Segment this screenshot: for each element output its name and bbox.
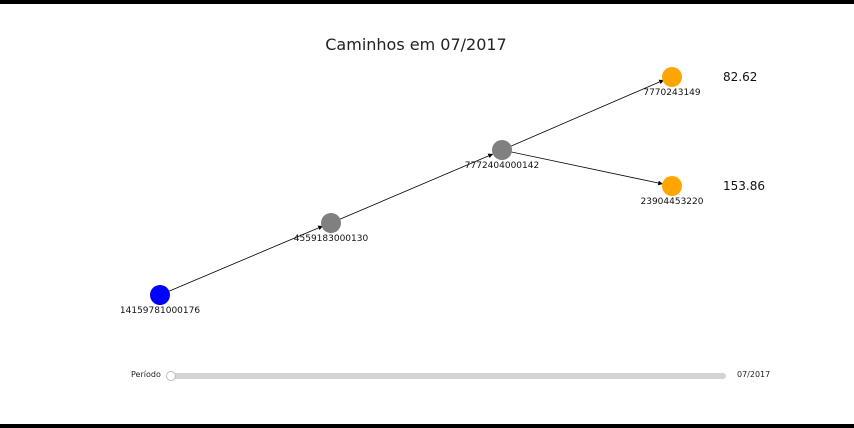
node-label-7770243149: 7770243149 — [643, 88, 701, 98]
node-label-23904453220: 23904453220 — [641, 197, 704, 207]
diagram-title: Caminhos em 07/2017 — [325, 35, 507, 54]
node-14159781000176 — [150, 285, 170, 305]
node-4559183000130 — [321, 213, 341, 233]
node-7770243149 — [662, 67, 682, 87]
edge-4559183000130-to-7772404000142 — [330, 153, 494, 224]
node-23904453220 — [662, 176, 682, 196]
top-border — [0, 0, 854, 4]
node-7772404000142 — [492, 140, 512, 160]
node-value-23904453220: 153.86 — [723, 179, 765, 193]
period-slider-value: 07/2017 — [737, 370, 771, 379]
edge-7772404000142-to-7770243149 — [501, 79, 665, 151]
period-slider-label: Período — [131, 370, 161, 379]
node-label-4559183000130: 4559183000130 — [294, 234, 369, 244]
node-label-14159781000176: 14159781000176 — [120, 306, 200, 316]
period-slider-handle[interactable] — [166, 371, 176, 381]
node-value-7770243149: 82.62 — [723, 70, 757, 84]
edge-14159781000176-to-4559183000130 — [159, 225, 324, 296]
bottom-border — [0, 424, 854, 428]
edge-7772404000142-to-23904453220 — [501, 149, 664, 186]
period-slider-track[interactable] — [170, 373, 726, 379]
node-label-7772404000142: 7772404000142 — [465, 161, 539, 171]
